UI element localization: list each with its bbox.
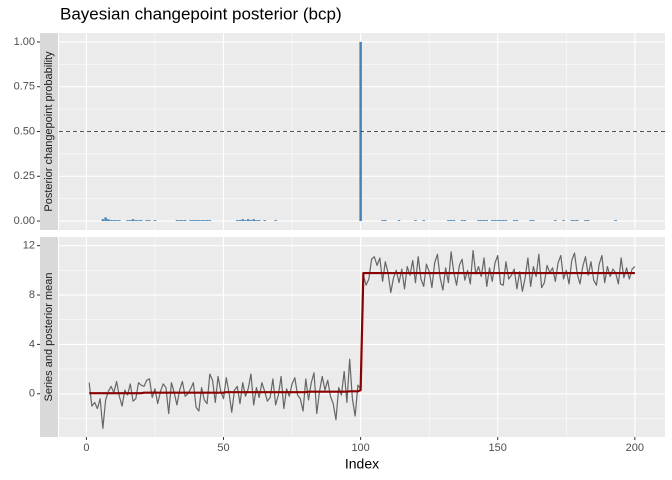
bar (515, 220, 519, 222)
bar (381, 220, 384, 222)
bar (104, 217, 107, 222)
bar (118, 220, 121, 222)
x-tick-label: 0 (83, 442, 89, 454)
bar (208, 220, 212, 222)
bar (449, 220, 453, 222)
bar (485, 220, 488, 222)
y-tick-label: 0.75 (14, 81, 35, 93)
bar (496, 220, 499, 222)
bar (532, 220, 535, 222)
bar (384, 220, 387, 222)
bar (397, 220, 401, 222)
strip-label: Series and posterior mean (43, 272, 55, 401)
bar (586, 220, 590, 222)
bar (194, 220, 198, 222)
bar (554, 220, 557, 222)
bar (183, 220, 187, 222)
strip-background (40, 33, 58, 230)
x-axis-label: Index (345, 456, 379, 472)
y-tick-label: 1.00 (14, 36, 35, 48)
bar (414, 220, 417, 222)
bar (129, 220, 132, 222)
bar (482, 220, 486, 222)
bar (493, 220, 497, 222)
bar (200, 220, 203, 222)
bar (189, 220, 192, 222)
bar (181, 220, 184, 222)
bar (491, 220, 494, 222)
bar (107, 219, 110, 222)
bar (249, 220, 253, 222)
bar (512, 220, 516, 222)
bar (257, 220, 261, 222)
x-tick-label: 150 (489, 442, 507, 454)
bar (477, 220, 480, 222)
y-tick-label: 0.50 (14, 125, 35, 137)
x-tick-label: 50 (217, 442, 229, 454)
bar (153, 220, 157, 222)
bar (263, 220, 266, 222)
bar (197, 220, 201, 222)
bar (452, 220, 456, 222)
bar (504, 220, 508, 222)
y-tick-label: 0 (29, 388, 35, 400)
bar (255, 220, 258, 222)
y-tick-label: 8 (29, 289, 35, 301)
bar (236, 220, 239, 222)
bar (573, 220, 576, 222)
bar (584, 220, 587, 222)
bar (570, 220, 574, 222)
bar (140, 220, 143, 222)
bar (203, 220, 206, 222)
bar (244, 220, 247, 222)
bar (175, 220, 179, 222)
bar (178, 220, 181, 222)
bar (499, 220, 502, 222)
bar (614, 220, 617, 222)
bar (422, 220, 425, 222)
strip-background (40, 237, 58, 437)
bar (460, 220, 464, 222)
chart-title: Bayesian changepoint posterior (bcp) (60, 4, 342, 23)
bar (480, 220, 483, 222)
bar (131, 219, 135, 222)
y-tick-label: 12 (23, 240, 35, 252)
bar (529, 220, 532, 222)
y-tick-label: 0.00 (14, 215, 35, 227)
bar (576, 220, 579, 222)
y-tick-label: 4 (29, 338, 35, 350)
x-tick-label: 200 (626, 442, 644, 454)
series-line (89, 271, 635, 395)
bar (274, 220, 277, 222)
bar (562, 220, 565, 222)
bar (148, 220, 151, 222)
bar (134, 220, 138, 222)
bar (137, 220, 140, 222)
bar (109, 220, 113, 222)
y-tick-label: 0.25 (14, 170, 35, 182)
bar (112, 220, 116, 222)
bar (126, 220, 129, 222)
bar (101, 219, 105, 222)
bar (192, 220, 195, 222)
strip-label: Posterior changepoint probability (43, 51, 55, 212)
bar (252, 219, 255, 222)
bar (447, 220, 450, 222)
bar (145, 220, 148, 222)
bar (241, 219, 244, 222)
x-tick-label: 100 (351, 442, 369, 454)
bar (205, 220, 209, 222)
bar (246, 219, 250, 222)
bar (115, 220, 118, 222)
bar (238, 220, 242, 222)
bar (501, 220, 505, 222)
bar (463, 220, 467, 222)
